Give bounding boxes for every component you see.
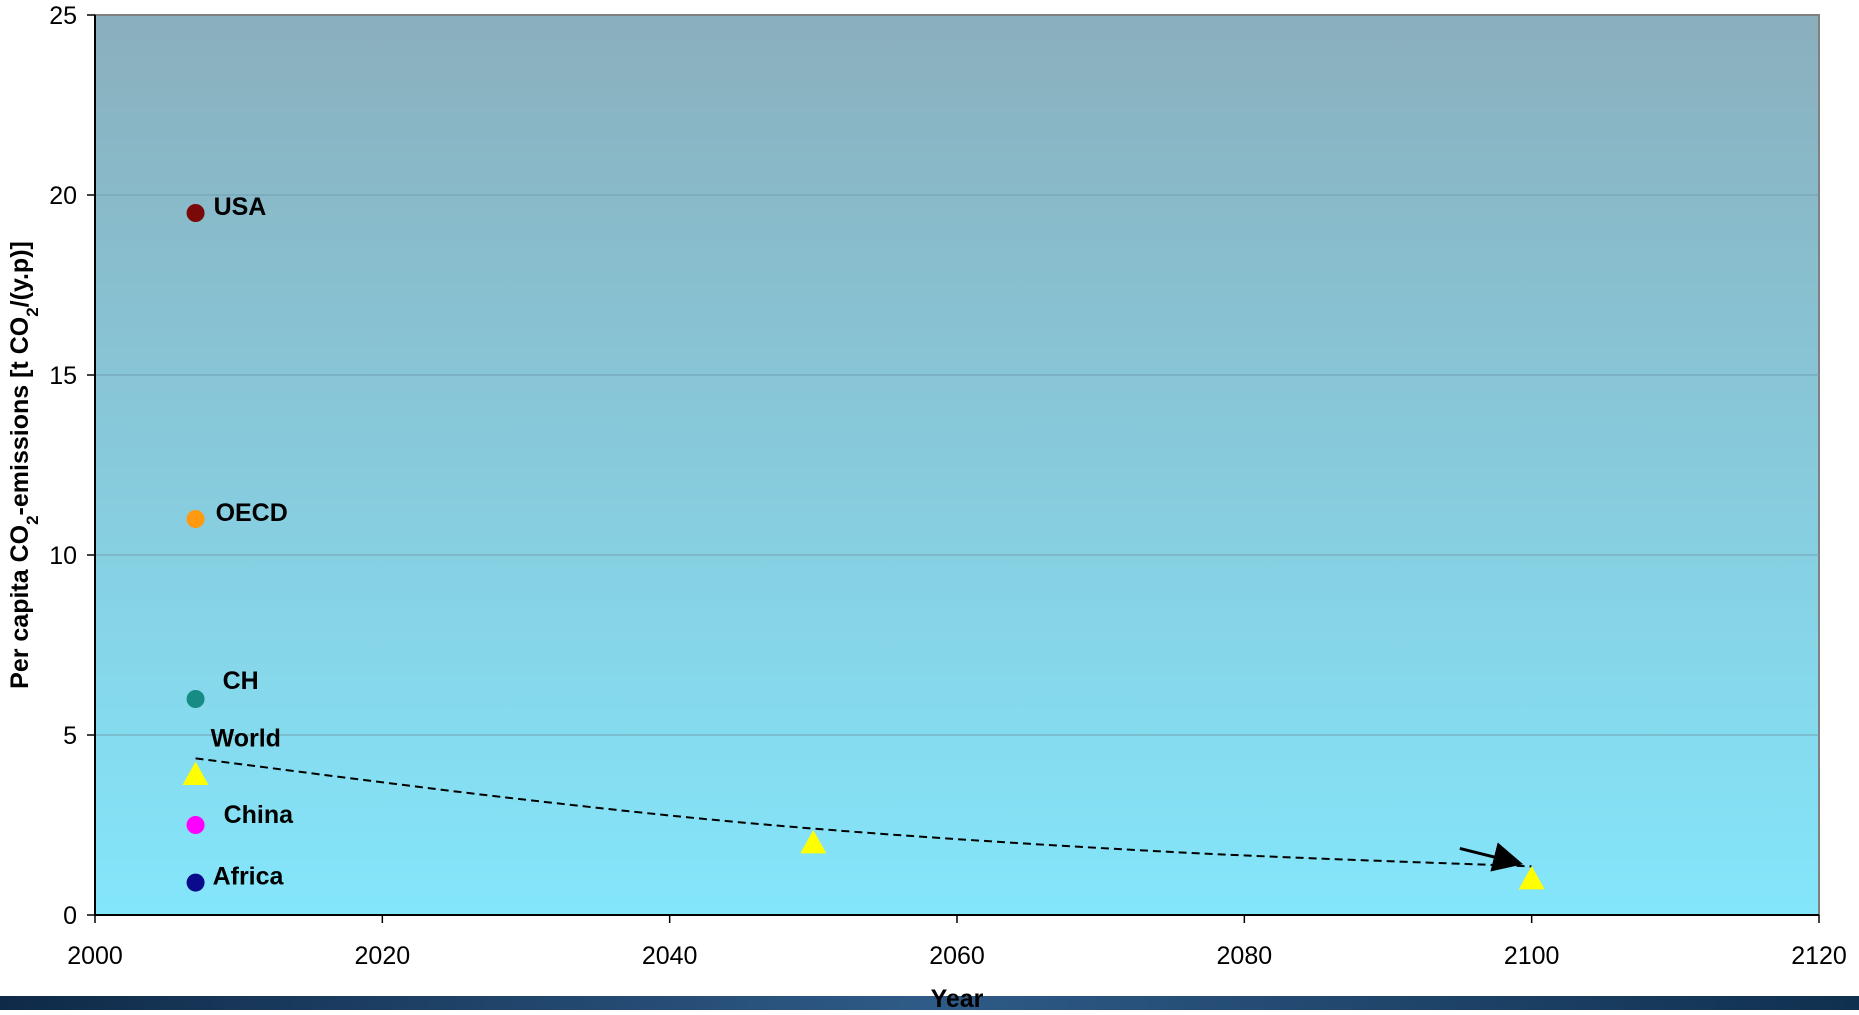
y-tick-label-5: 5 (63, 722, 77, 750)
y-tick-label-15: 15 (49, 362, 77, 390)
y-axis-title-sub1: 2 (23, 515, 42, 524)
point-usa (186, 204, 205, 222)
trend-arrow (1459, 842, 1524, 872)
y-axis-title-part1: Per capita CO (6, 525, 34, 689)
point-china (186, 816, 205, 834)
x-tick-labels: 2000 2020 2040 2060 2080 2100 2120 (67, 942, 1847, 970)
world-point-2050 (800, 830, 827, 854)
y-tick-label-25: 25 (49, 2, 77, 30)
world-point-2100 (1518, 866, 1545, 890)
y-axis-title-part3: /(y.p)] (6, 241, 34, 307)
point-oecd (186, 510, 205, 528)
y-axis-title-part2: -emissions [t CO (6, 317, 34, 516)
point-label-oecd: OECD (216, 499, 288, 527)
y-tick-label-20: 20 (49, 182, 77, 210)
y-tick-label-0: 0 (63, 902, 77, 930)
plot-area (94, 14, 1820, 916)
point-label-usa: USA (214, 193, 267, 221)
x-tick-label-2060: 2060 (929, 942, 985, 970)
x-axis-title: Year (931, 985, 984, 1010)
point-africa (186, 873, 205, 892)
point-label-world: World (211, 725, 281, 753)
footer-band (0, 996, 1859, 1010)
point-label-china: China (224, 801, 295, 829)
world-trend-line (195, 757, 1532, 868)
x-tick-label-2080: 2080 (1217, 942, 1273, 970)
y-axis-title: Per capita CO2-emissions [t CO2/(y.p)] (6, 241, 42, 689)
x-tick-label-2020: 2020 (355, 942, 411, 970)
point-label-ch: CH (223, 667, 259, 695)
point-label-africa: Africa (213, 863, 285, 891)
x-tick-label-2040: 2040 (642, 942, 698, 970)
data-points (182, 204, 1545, 892)
gridlines (95, 194, 1819, 736)
point-labels: USA OECD CH China Africa World (211, 193, 295, 891)
x-tick-label-2100: 2100 (1504, 942, 1560, 970)
world-point-2007 (182, 761, 209, 785)
axes (87, 14, 1820, 923)
x-tick-label-2000: 2000 (67, 942, 123, 970)
y-tick-labels: 0 5 10 15 20 25 (49, 2, 77, 930)
y-tick-label-10: 10 (49, 542, 77, 570)
point-ch (186, 690, 205, 708)
y-axis-title-sub2: 2 (23, 307, 42, 316)
x-tick-label-2120: 2120 (1791, 942, 1847, 970)
trend-line (195, 757, 1532, 872)
